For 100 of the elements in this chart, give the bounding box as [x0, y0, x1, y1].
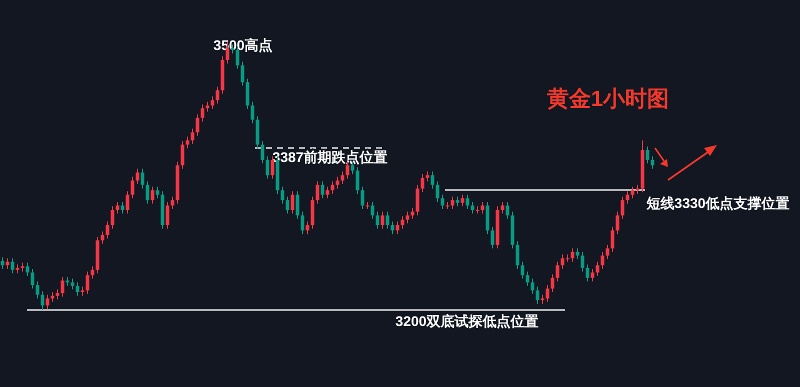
candlestick: [526, 271, 530, 286]
candlestick: [60, 276, 64, 298]
candlestick: [136, 168, 140, 185]
candlestick: [20, 262, 24, 272]
candlestick: [466, 194, 470, 210]
candlestick: [100, 230, 104, 244]
candlestick: [326, 186, 330, 199]
candlestick: [610, 226, 614, 252]
text: 3200双底试探低点位置: [395, 313, 539, 329]
candlestick: [50, 292, 54, 302]
annotation: 短线3330低点支撑位置: [645, 195, 790, 211]
candlestick: [386, 211, 390, 230]
candlestick: [106, 221, 110, 239]
candlestick: [506, 201, 510, 220]
candlestick: [390, 221, 394, 235]
candlestick: [426, 170, 430, 182]
candlestick: [420, 174, 424, 193]
candlestick: [90, 266, 94, 280]
candlestick: [460, 194, 464, 207]
candlestick: [576, 248, 580, 260]
candlestick: [300, 211, 304, 235]
candlestick: [370, 201, 374, 220]
candlestick: [336, 176, 340, 190]
candlestick: [580, 251, 584, 272]
candlestick: [290, 190, 294, 214]
candlestick: [570, 248, 574, 262]
candlestick: [590, 268, 594, 282]
candlestick: [536, 286, 540, 304]
candlestick: [40, 290, 44, 310]
candlestick: [550, 274, 554, 293]
candlestick: [306, 221, 310, 235]
candlestick: [76, 282, 80, 296]
candlestick: [340, 170, 344, 185]
candlestick: [10, 258, 14, 274]
candlestick: [206, 101, 210, 112]
candlestick: [0, 256, 4, 270]
candlestick: [530, 278, 534, 294]
candlestick: [646, 146, 650, 164]
candlestick: [620, 196, 624, 220]
candlestick: [356, 166, 360, 194]
candlestick: [266, 156, 270, 180]
candlestick: [260, 140, 264, 164]
candlestick: [606, 244, 610, 260]
candlestick: [30, 268, 34, 290]
candlestick: [296, 190, 300, 220]
candlestick: [430, 170, 434, 190]
candlestick: [316, 180, 320, 204]
candlestick: [56, 288, 60, 300]
candlestick: [436, 180, 440, 202]
candlestick: [116, 201, 120, 214]
candlestick: [320, 180, 324, 199]
candlestick: [86, 271, 90, 294]
candlestick: [586, 264, 590, 282]
candlestick: [360, 186, 364, 210]
candlestick: [170, 196, 174, 210]
candlestick: [240, 61, 244, 86]
candlestick: [146, 180, 150, 204]
candlestick: [250, 101, 254, 124]
candlestick: [630, 186, 634, 199]
candlestick: [110, 206, 114, 230]
candlestick: [70, 278, 74, 290]
candlestick: [36, 280, 40, 299]
candlestick: [396, 221, 400, 235]
candlestick: [180, 140, 184, 170]
candlestick: [546, 284, 550, 302]
candlestick: [500, 201, 504, 214]
text: 黄金1小时图: [546, 86, 670, 111]
candlestick: [520, 261, 524, 280]
candlestick: [246, 78, 250, 110]
candlestick: [636, 184, 640, 194]
candlestick: [626, 190, 630, 204]
candlestick: [46, 294, 50, 310]
candlestick: [416, 184, 420, 216]
candlestick: [650, 156, 654, 170]
candlestick: [270, 156, 274, 180]
candlestick: [166, 201, 170, 230]
candlestick: [450, 196, 454, 210]
candlestick: [376, 211, 380, 230]
candlestick: [330, 180, 334, 194]
candlestick: [410, 208, 414, 220]
candlestick: [406, 211, 410, 224]
candlestick: [616, 211, 620, 235]
candlestick: [280, 186, 284, 204]
candlestick: [196, 114, 200, 136]
candlestick: [490, 226, 494, 249]
candlestick: [210, 96, 214, 110]
candlestick: [216, 86, 220, 104]
candlestick: [140, 168, 144, 190]
candlestick: [596, 261, 600, 276]
candlestick: [150, 186, 154, 204]
candlestick: [540, 294, 544, 304]
candlestick: [80, 286, 84, 296]
candlestick: [380, 211, 384, 230]
candlestick: [130, 176, 134, 199]
candlestick: [190, 128, 194, 144]
candlestick: [186, 136, 190, 149]
candlestick: [120, 201, 124, 214]
candlestick: [480, 201, 484, 214]
candlestick: [600, 251, 604, 270]
candlestick: [470, 201, 474, 214]
